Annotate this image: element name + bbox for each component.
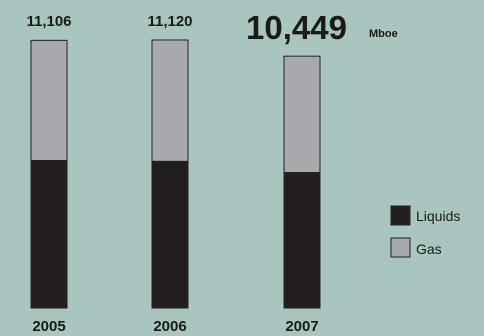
legend: Liquids Gas (390, 205, 460, 258)
category-label-2007: 2007 (285, 318, 318, 335)
bar-gas-2006 (151, 39, 189, 162)
bar-liquids-2005 (30, 160, 68, 309)
bar-liquids-2007 (283, 172, 321, 309)
total-label-2005: 11,106 (26, 13, 71, 30)
total-label-2007: 10,449 (246, 9, 347, 46)
total-label-2006: 11,120 (147, 13, 192, 30)
bars-group (30, 39, 321, 309)
bar-gas-2007 (283, 55, 321, 174)
legend-label-gas: Gas (416, 241, 442, 257)
unit-label: Mboe (369, 28, 398, 40)
bar-gas-2005 (30, 39, 68, 162)
category-label-2006: 2006 (153, 318, 186, 335)
legend-swatch-gas (390, 237, 411, 258)
legend-label-liquids: Liquids (416, 208, 460, 224)
category-label-2005: 2005 (32, 318, 65, 335)
bar-liquids-2006 (151, 160, 189, 309)
legend-swatch-liquids (390, 205, 411, 226)
